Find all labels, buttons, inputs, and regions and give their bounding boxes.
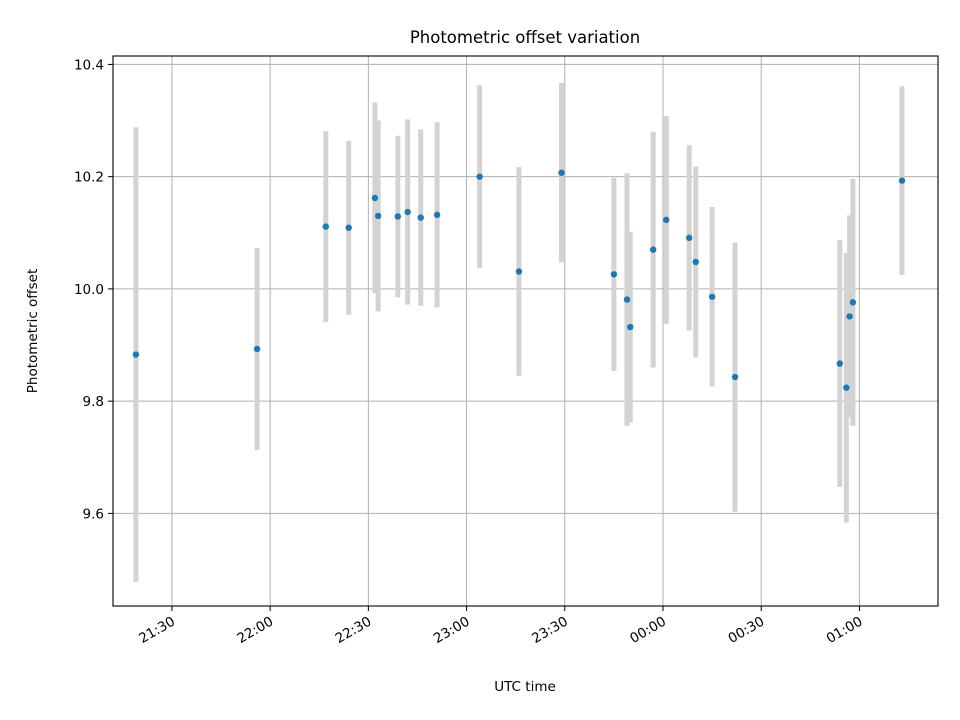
data-point (692, 258, 699, 266)
x-tick-label: 23:30 (529, 614, 571, 647)
data-point (132, 351, 140, 358)
data-point (843, 384, 850, 391)
data-point (836, 360, 843, 367)
data-point (849, 299, 857, 306)
x-tick-label: 23:00 (431, 614, 473, 647)
x-axis-label: UTC time (494, 679, 556, 695)
data-point (433, 211, 441, 219)
data-points (132, 169, 906, 391)
data-point (515, 268, 523, 275)
data-point (558, 169, 565, 176)
data-point (476, 173, 483, 180)
data-point (898, 177, 906, 184)
data-point (322, 223, 329, 230)
plot-frame (112, 55, 939, 607)
data-point (708, 293, 716, 300)
data-point (371, 194, 379, 202)
data-point (663, 216, 670, 224)
chart-title: Photometric offset variation (410, 28, 640, 47)
data-point (649, 246, 657, 253)
y-tick-label: 9.8 (83, 394, 104, 410)
data-point (253, 345, 261, 353)
data-point (374, 212, 382, 220)
data-point (394, 213, 402, 220)
x-tick-label: 21:30 (136, 614, 178, 647)
y-axis-label: Photometric offset (25, 269, 41, 393)
x-tick-label: 22:00 (234, 614, 276, 647)
x-tick-label: 00:30 (726, 614, 768, 647)
data-point (627, 323, 634, 331)
y-tick-label: 10.2 (74, 170, 104, 186)
x-tick-label: 22:30 (333, 614, 375, 647)
data-point (610, 271, 618, 278)
data-point (731, 373, 739, 381)
data-point (846, 313, 853, 320)
y-tick-label: 10.0 (74, 282, 104, 298)
grid-lines (113, 56, 938, 606)
data-point (345, 224, 352, 231)
y-tick-label: 9.6 (83, 506, 104, 522)
y-tick-label: 10.4 (74, 57, 104, 73)
data-point (404, 208, 411, 216)
data-point (623, 296, 631, 303)
x-tick-label: 00:00 (627, 614, 669, 647)
data-point (685, 234, 693, 242)
data-point (417, 214, 424, 221)
x-tick-label: 01:00 (824, 614, 866, 647)
error-bars (133, 82, 905, 582)
axis-ticks: 21:30 22:00 22:30 23:00 23:30 00:00 00:30 01:00… (74, 57, 865, 646)
